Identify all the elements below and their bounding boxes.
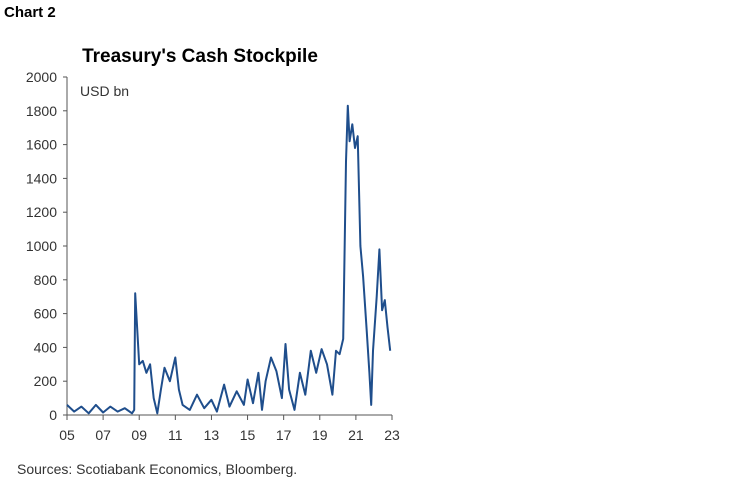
x-axis: 05 07 09 11 13 15 17 19 21 23 [59, 415, 400, 443]
y-tick-label: 1000 [26, 238, 57, 254]
y-tick-label: 2000 [26, 69, 57, 85]
series-line [66, 104, 392, 415]
chart-title: Treasury's Cash Stockpile [82, 46, 318, 67]
x-tick-label: 09 [131, 427, 147, 443]
y-tick-label: 1200 [26, 204, 57, 220]
x-tick-label: 17 [276, 427, 292, 443]
x-tick-label: 23 [384, 427, 400, 443]
y-tick-label: 1800 [26, 103, 57, 119]
x-tick-label: 13 [204, 427, 220, 443]
y-tick-label: 1400 [26, 170, 57, 186]
x-tick-label: 19 [312, 427, 328, 443]
y-tick-label: 200 [34, 373, 58, 389]
y-tick-label: 0 [49, 407, 57, 423]
x-tick-label: 15 [240, 427, 256, 443]
x-tick-label: 07 [95, 427, 111, 443]
source-note: Sources: Scotiabank Economics, Bloomberg… [17, 461, 298, 477]
unit-label: USD bn [80, 83, 129, 99]
y-tick-label: 1600 [26, 137, 57, 153]
y-tick-label: 800 [34, 272, 58, 288]
y-axis: 0 200 400 600 800 1000 1200 1400 1600 1800 2000 [26, 69, 67, 423]
chart-number-label: Chart 2 [4, 4, 56, 21]
x-tick-label: 11 [168, 427, 183, 443]
y-tick-label: 400 [34, 339, 58, 355]
y-tick-label: 600 [34, 306, 58, 322]
x-tick-label: 05 [59, 427, 75, 443]
x-tick-label: 21 [348, 427, 364, 443]
